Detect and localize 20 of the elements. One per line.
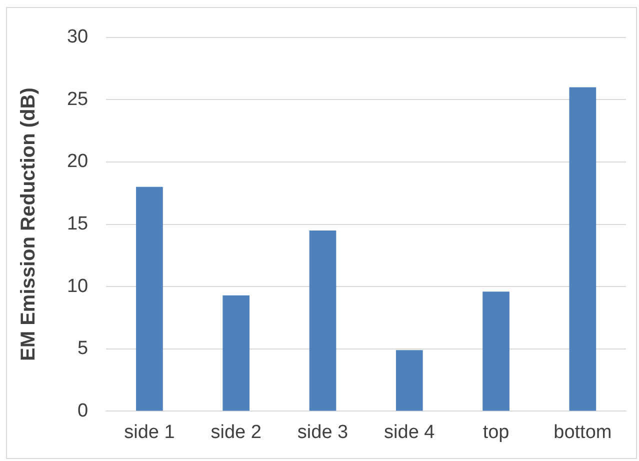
y-tick-label: 25 (66, 88, 88, 110)
y-axis-title: EM Emission Reduction (dB) (18, 88, 40, 361)
x-tick-label: top (482, 422, 510, 443)
bar (136, 186, 163, 411)
x-tick-label: bottom (554, 422, 612, 443)
x-tick-label: side 4 (384, 422, 436, 443)
y-tick-label: 5 (78, 338, 88, 360)
bar (569, 87, 596, 411)
bar (482, 292, 510, 411)
y-tick-label: 20 (66, 151, 88, 172)
y-tick-label: 0 (78, 400, 88, 422)
x-tick-label: side 3 (297, 422, 348, 443)
bar (309, 230, 336, 411)
x-tick-label: side 2 (210, 422, 262, 443)
x-tick-label: side 1 (124, 422, 175, 443)
bar (396, 350, 423, 411)
y-tick-label: 30 (66, 26, 88, 48)
bar (222, 295, 250, 411)
y-tick-label: 15 (66, 214, 88, 235)
y-tick-label: 10 (66, 276, 88, 297)
